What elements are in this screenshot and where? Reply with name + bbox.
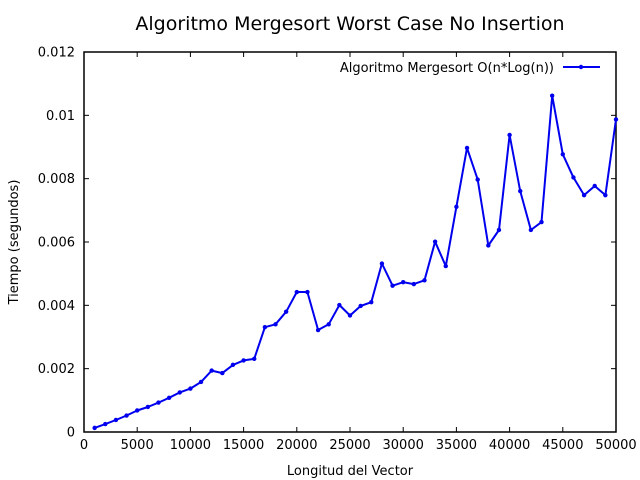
y-tick-label: 0.008 <box>38 172 75 187</box>
data-point <box>220 370 225 376</box>
data-point <box>326 322 331 327</box>
data-point <box>103 421 108 427</box>
data-point <box>337 302 342 308</box>
x-tick-label: 45000 <box>542 438 583 453</box>
axis-ticks: 0 5000 10000 15000 20000 25000 30000 35000 40000… <box>38 46 637 454</box>
data-point <box>166 395 172 400</box>
data-point <box>156 400 161 405</box>
data-point <box>198 379 204 385</box>
y-tick-label: 0.012 <box>38 46 75 61</box>
data-point <box>390 283 395 288</box>
data-point <box>315 327 321 333</box>
data-point <box>560 152 565 157</box>
data-point <box>305 289 310 295</box>
x-tick-label: 25000 <box>329 438 370 453</box>
data-point <box>145 404 151 410</box>
x-tick-label: 30000 <box>383 438 424 453</box>
data-point <box>539 219 544 225</box>
data-point <box>592 183 597 189</box>
data-point <box>507 132 512 138</box>
legend-label: Algoritmo Mergesort O(n*Log(n)) <box>340 61 554 76</box>
y-tick-label: 0.004 <box>38 299 75 314</box>
data-point <box>379 261 385 266</box>
data-point <box>188 386 193 391</box>
y-tick-label: 0 <box>67 426 75 441</box>
data-point <box>432 239 438 244</box>
data-point <box>209 368 214 373</box>
legend: Algoritmo Mergesort O(n*Log(n)) <box>340 61 600 76</box>
data-point <box>273 322 278 327</box>
y-tick-label: 0.006 <box>38 236 75 251</box>
y-axis-label: Tiempo (segundos) <box>7 180 22 306</box>
x-tick-label: 0 <box>80 438 88 453</box>
data-point <box>358 303 363 309</box>
data-point <box>369 299 374 305</box>
data-point <box>581 192 587 198</box>
chart-title: Algoritmo Mergesort Worst Case No Insert… <box>135 13 564 35</box>
data-point <box>613 117 619 122</box>
data-point <box>347 313 353 318</box>
data-point <box>549 93 555 98</box>
data-point <box>411 281 417 287</box>
plot-frame <box>83 51 617 433</box>
x-tick-label: 40000 <box>489 438 530 453</box>
data-point <box>475 177 480 182</box>
y-tick-label: 0.01 <box>46 109 75 124</box>
data-point <box>528 227 534 233</box>
data-point <box>241 358 246 363</box>
x-tick-label: 15000 <box>223 438 264 453</box>
x-tick-label: 35000 <box>436 438 477 453</box>
data-point <box>443 263 448 269</box>
data-point <box>496 227 502 233</box>
data-point <box>603 192 608 198</box>
x-axis-label: Longitud del Vector <box>287 464 414 479</box>
data-point <box>135 408 140 413</box>
data-point <box>177 390 182 395</box>
data-point <box>294 289 299 295</box>
y-tick-label: 0.002 <box>38 362 75 377</box>
data-point <box>252 356 257 362</box>
data-point <box>486 243 491 248</box>
data-point <box>518 188 523 194</box>
data-point <box>283 309 289 314</box>
data-point <box>113 417 119 423</box>
data-point <box>230 362 236 368</box>
data-point <box>124 413 129 418</box>
x-tick-label: 10000 <box>170 438 211 453</box>
x-tick-label: 5000 <box>121 438 154 453</box>
x-tick-label: 50000 <box>595 438 636 453</box>
legend-marker <box>578 64 584 70</box>
series-layer <box>92 93 619 431</box>
data-point <box>401 280 406 285</box>
x-tick-label: 20000 <box>276 438 317 453</box>
data-point <box>464 145 470 151</box>
data-point <box>92 425 97 431</box>
data-point <box>571 175 576 180</box>
data-point <box>422 278 427 283</box>
series-line <box>94 94 617 429</box>
data-point <box>262 324 268 330</box>
data-point <box>454 204 459 210</box>
